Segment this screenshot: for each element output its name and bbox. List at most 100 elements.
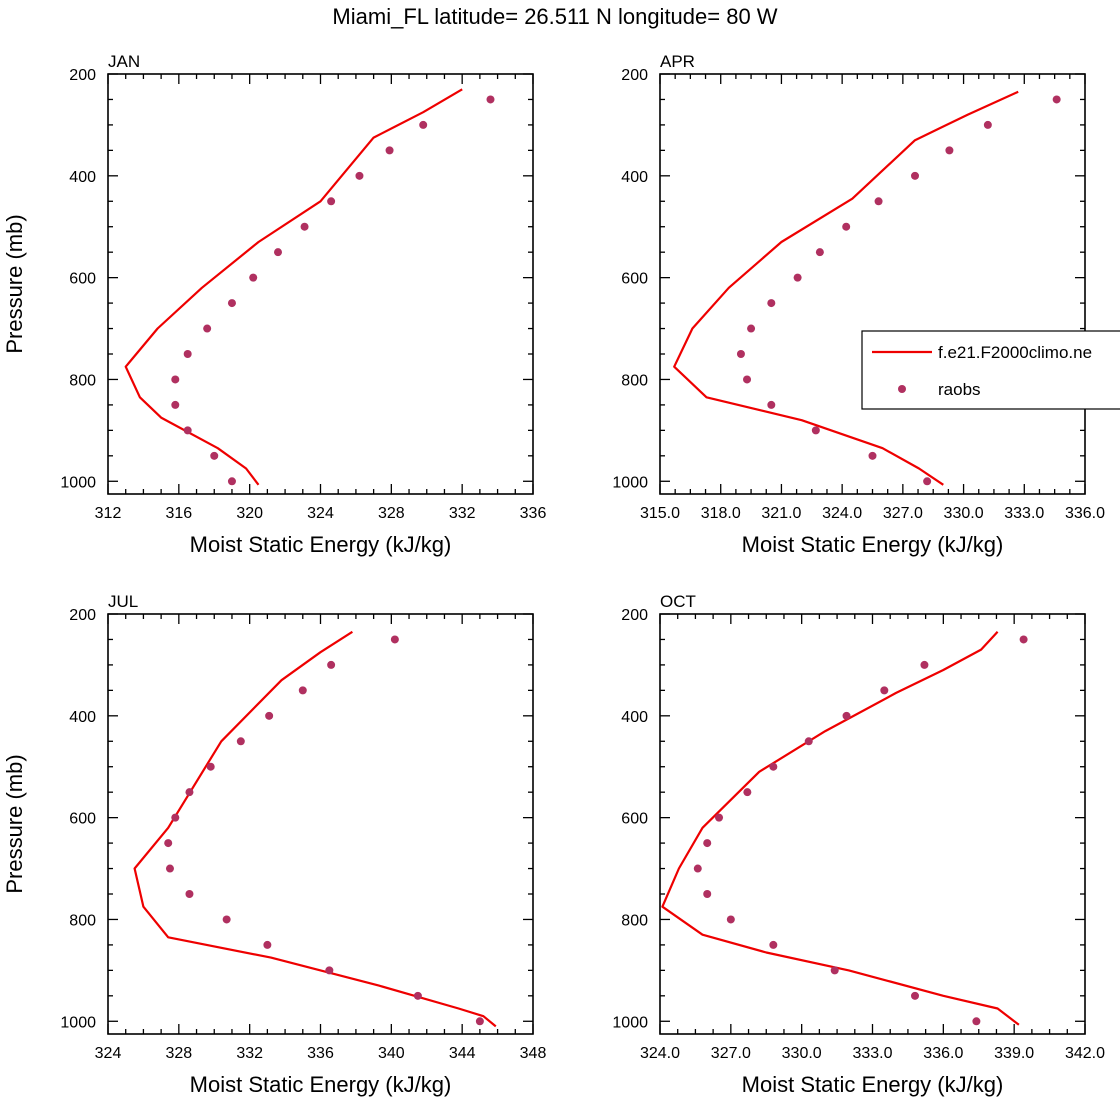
panel-label: JUL bbox=[108, 592, 138, 611]
x-tick-label: 324.0 bbox=[640, 1045, 680, 1062]
panel-jan: JAN 312 316 320 324 328 332 336 200 400 600 800 1000… bbox=[2, 52, 546, 557]
raobs-point bbox=[413, 991, 422, 1000]
x-tick-label: 328 bbox=[165, 1045, 192, 1062]
raobs-point bbox=[390, 635, 399, 644]
raobs-point bbox=[830, 966, 839, 975]
raobs-point bbox=[703, 890, 712, 898]
raobs-point bbox=[419, 120, 428, 129]
raobs-point bbox=[868, 451, 877, 460]
x-tick-label: 321.0 bbox=[761, 505, 801, 522]
x-tick-label: 316 bbox=[165, 505, 192, 522]
raobs-point bbox=[726, 915, 735, 924]
y-tick-label: 200 bbox=[69, 607, 96, 624]
model-profile-line bbox=[133, 630, 497, 1028]
raobs-point bbox=[249, 273, 258, 282]
raobs-point bbox=[475, 1017, 484, 1026]
y-tick-label: 800 bbox=[69, 372, 96, 389]
raobs-point bbox=[769, 940, 778, 949]
panel-label: OCT bbox=[660, 592, 696, 611]
legend-box bbox=[861, 330, 1120, 410]
raobs-point bbox=[874, 197, 883, 206]
x-axis-title: Moist Static Energy (kJ/kg) bbox=[190, 1072, 452, 1097]
panel-label: JAN bbox=[108, 52, 140, 71]
x-tick-label: 344 bbox=[449, 1045, 476, 1062]
raobs-point bbox=[769, 762, 778, 771]
raobs-point bbox=[693, 864, 702, 873]
x-tick-label: 340 bbox=[378, 1045, 405, 1062]
x-tick-label: 324 bbox=[95, 1045, 122, 1062]
raobs-point bbox=[743, 788, 752, 797]
y-tick-label: 800 bbox=[621, 912, 648, 929]
raobs-point bbox=[210, 451, 219, 460]
x-tick-label: 315.0 bbox=[640, 505, 680, 522]
plot-frame bbox=[107, 73, 534, 495]
x-tick-label: 330.0 bbox=[944, 505, 984, 522]
x-tick-label: 339.0 bbox=[994, 1045, 1034, 1062]
raobs-point bbox=[222, 915, 231, 924]
y-tick-label: 1000 bbox=[60, 474, 96, 491]
raobs-point bbox=[227, 477, 236, 486]
plot-frame bbox=[659, 613, 1086, 1035]
model-profile-line bbox=[661, 631, 1020, 1026]
x-axis-title: Moist Static Energy (kJ/kg) bbox=[742, 1072, 1004, 1097]
panel-oct: OCT 324.0 327.0 330.0 333.0 336.0 339.0 342.0 20… bbox=[612, 592, 1105, 1097]
raobs-point bbox=[747, 324, 756, 333]
x-tick-label: 328 bbox=[378, 505, 405, 522]
raobs-point bbox=[983, 120, 992, 129]
legend-dot-swatch bbox=[898, 385, 906, 393]
raobs-point bbox=[300, 222, 309, 231]
y-tick-label: 1000 bbox=[612, 474, 648, 491]
x-tick-label: 332 bbox=[236, 1045, 263, 1062]
model-profile-line bbox=[124, 88, 463, 486]
raobs-point bbox=[265, 711, 274, 720]
raobs-point bbox=[715, 813, 724, 822]
raobs-point bbox=[185, 788, 194, 797]
y-tick-label: 800 bbox=[621, 372, 648, 389]
x-tick-label: 336 bbox=[520, 505, 547, 522]
raobs-point bbox=[327, 197, 336, 206]
panels: JAN 312 316 320 324 328 332 336 200 400 600 800 1000… bbox=[2, 52, 1105, 1097]
raobs-point bbox=[842, 711, 851, 720]
raobs-point bbox=[385, 146, 394, 155]
y-tick-label: 600 bbox=[621, 271, 648, 288]
x-tick-label: 332 bbox=[449, 505, 476, 522]
raobs-point bbox=[842, 222, 851, 231]
raobs-point bbox=[236, 737, 245, 746]
x-tick-label: 324.0 bbox=[822, 505, 862, 522]
x-tick-label: 336 bbox=[307, 1045, 334, 1062]
raobs-point bbox=[793, 273, 802, 282]
y-tick-label: 400 bbox=[621, 169, 648, 186]
raobs-point bbox=[164, 839, 173, 848]
raobs-point bbox=[355, 171, 364, 180]
y-axis-title: Pressure (mb) bbox=[2, 754, 27, 893]
raobs-point bbox=[183, 350, 192, 358]
raobs-point bbox=[767, 299, 776, 308]
y-tick-label: 400 bbox=[621, 709, 648, 726]
figure-title: Miami_FL latitude= 26.511 N longitude= 8… bbox=[332, 4, 777, 29]
x-tick-label: 320 bbox=[236, 505, 263, 522]
raobs-point bbox=[165, 864, 174, 873]
raobs-point bbox=[298, 686, 307, 695]
raobs-point bbox=[743, 375, 752, 384]
raobs-point bbox=[972, 1017, 981, 1026]
raobs-point bbox=[911, 991, 919, 1000]
x-tick-label: 312 bbox=[95, 505, 122, 522]
x-tick-label: 327.0 bbox=[711, 1045, 751, 1062]
y-tick-label: 600 bbox=[69, 271, 96, 288]
raobs-point bbox=[274, 248, 282, 257]
plot-frame bbox=[659, 73, 1086, 495]
raobs-point bbox=[486, 95, 495, 104]
raobs-point bbox=[920, 660, 929, 669]
raobs-point bbox=[171, 813, 180, 822]
x-tick-label: 336.0 bbox=[923, 1045, 963, 1062]
y-tick-label: 200 bbox=[621, 607, 648, 624]
raobs-point bbox=[203, 324, 212, 333]
raobs-point bbox=[183, 426, 192, 435]
x-tick-label: 333.0 bbox=[852, 1045, 892, 1062]
raobs-point bbox=[171, 375, 180, 384]
panel-jul: JUL 324 328 332 336 340 344 348 200 400 600 800 1000… bbox=[2, 592, 546, 1097]
y-tick-label: 200 bbox=[69, 67, 96, 84]
x-tick-label: 333.0 bbox=[1004, 505, 1044, 522]
panel-label: APR bbox=[660, 52, 695, 71]
